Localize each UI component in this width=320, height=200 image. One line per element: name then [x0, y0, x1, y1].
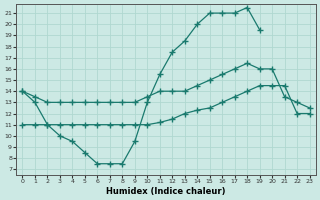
X-axis label: Humidex (Indice chaleur): Humidex (Indice chaleur): [106, 187, 226, 196]
